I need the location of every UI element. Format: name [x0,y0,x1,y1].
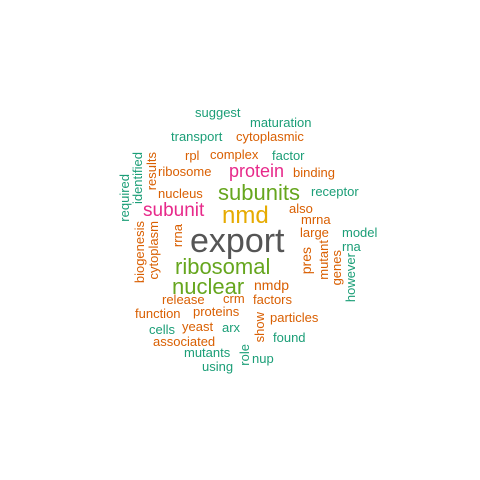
word-nup: nup [252,351,274,366]
word-using: using [202,359,234,374]
word-proteins: proteins [193,304,240,319]
word-found: found [273,330,306,345]
word-nuclear: nuclear [172,274,245,299]
word-maturation: maturation [250,115,312,130]
word-identified: identified [130,152,145,205]
word-arx: arx [222,320,241,335]
word-rpl: rpl [185,148,200,163]
word-export: export [190,222,285,260]
word-suggest: suggest [195,105,241,120]
word-cytoplasmic: cytoplasmic [236,129,304,144]
word-large: large [300,225,329,240]
word-model: model [342,225,378,240]
word-protein: protein [229,161,285,181]
word-ribosomal: ribosomal [175,254,271,279]
word-binding: binding [293,165,335,180]
word-also: also [289,201,313,216]
word-subunits: subunits [218,180,300,205]
word-yeast: yeast [182,319,214,334]
word-subunit: subunit [143,200,205,221]
word-cytoplasm: cytoplasm [146,221,161,280]
word-factors: factors [253,292,293,307]
word-show: show [252,312,267,343]
word-receptor: receptor [311,184,359,199]
word-biogenesis: biogenesis [132,221,147,284]
word-function: function [135,306,181,321]
word-release: release [162,292,205,307]
word-complex: complex [210,147,259,162]
word-transport: transport [171,129,223,144]
word-associated: associated [153,334,216,349]
word-mrna: mrna [301,212,331,227]
word-crm: crm [223,291,245,306]
word-particles: particles [270,310,319,325]
word-mutants: mutants [184,345,231,360]
word-genes: genes [329,250,344,286]
word-however: however [343,253,358,303]
word-rna: rna [342,239,361,254]
word-nmdp: nmdp [254,277,290,293]
word-pres: pres [298,247,314,275]
word-cells: cells [149,322,176,337]
word-nmd: nmd [222,202,269,229]
word-rrna: rrna [170,224,185,248]
word-role: role [237,344,252,366]
word-ribosome: ribosome [158,164,212,179]
word-results: results [144,152,159,191]
word-factor: factor [272,148,305,163]
word-nucleus: nucleus [158,186,203,201]
